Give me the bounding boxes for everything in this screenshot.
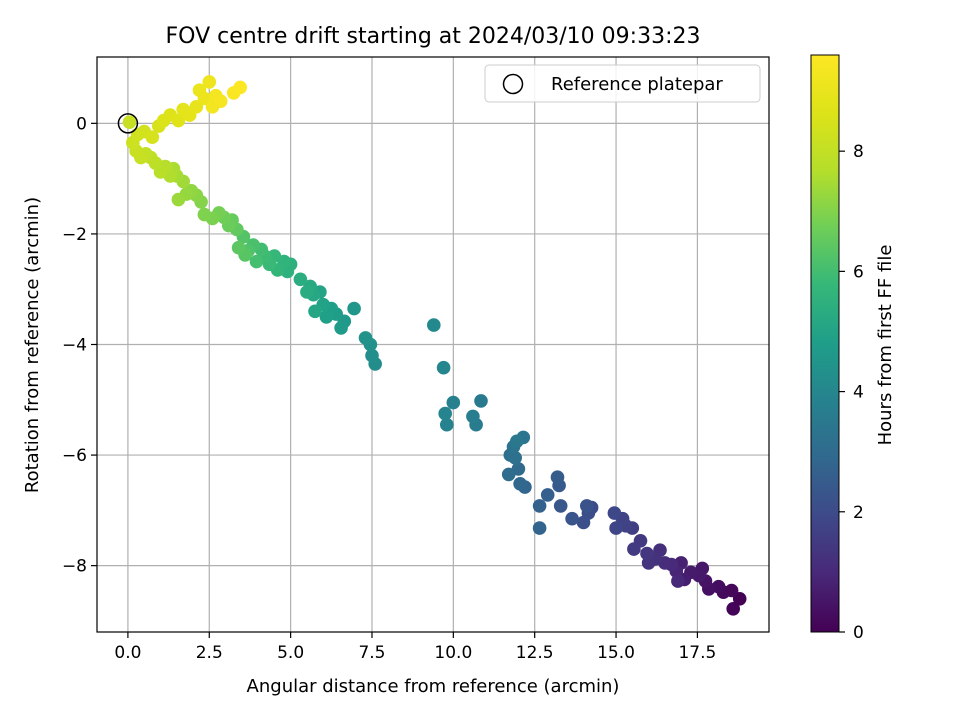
scatter-point — [438, 406, 453, 421]
scatter-point — [233, 80, 247, 95]
scatter-point — [319, 310, 334, 324]
scatter-point — [576, 515, 591, 530]
x-tick-label: 15.0 — [597, 643, 635, 663]
y-tick-label: −6 — [62, 446, 87, 466]
scatter-points — [122, 75, 747, 616]
plot-area: 0.0 2.5 5.0 7.5 10.0 12.5 15.0 17.5 0 −2 −4 −6 −8 — [62, 56, 770, 663]
scatter-point — [308, 304, 322, 319]
chart-title: FOV centre drift starting at 2024/03/10 … — [166, 24, 701, 49]
scatter-point — [565, 511, 579, 526]
scatter-point — [202, 75, 217, 89]
scatter-point — [540, 488, 555, 502]
scatter-point — [553, 499, 568, 513]
colorbar-tick-label: 8 — [853, 142, 864, 162]
x-tick-label: 2.5 — [196, 643, 223, 663]
scatter-point — [550, 470, 565, 485]
colorbar-tick-label: 6 — [853, 262, 864, 282]
legend-entry-reference-platepar: Reference platepar — [551, 74, 723, 95]
scatter-point — [334, 321, 348, 335]
scatter-point — [197, 207, 212, 222]
scatter-point — [145, 130, 160, 144]
scatter-point — [532, 499, 547, 513]
y-tick-label: −4 — [62, 336, 87, 356]
x-tick-label: 0.0 — [114, 643, 141, 663]
scatter-point — [249, 254, 264, 269]
scatter-point — [466, 409, 480, 424]
scatter-point — [358, 331, 373, 345]
legend-marker-icon — [502, 73, 524, 95]
scatter-point — [171, 113, 186, 128]
scatter-point — [640, 546, 654, 561]
x-tick-label: 10.0 — [434, 643, 472, 663]
x-tick-label: 12.5 — [516, 643, 554, 663]
scatter-point — [627, 542, 641, 556]
x-tick-label: 5.0 — [277, 643, 304, 663]
scatter-point — [513, 477, 527, 491]
scatter-point — [213, 94, 228, 108]
x-tick-label: 17.5 — [678, 643, 716, 663]
colorbar: 0 2 4 6 8 Hours from first FF file — [810, 54, 896, 643]
scatter-point — [474, 394, 488, 408]
y-tick-label: 0 — [76, 114, 87, 134]
scatter-point — [436, 360, 451, 375]
colorbar-tick-label: 0 — [853, 623, 864, 643]
grid-lines — [97, 57, 769, 632]
colorbar-gradient — [810, 54, 840, 633]
scatter-point — [293, 272, 308, 287]
scatter-point — [532, 521, 547, 535]
scatter-point — [347, 301, 361, 316]
scatter-point — [122, 115, 137, 129]
scatter-point — [580, 499, 594, 513]
reference-platepar-marker — [117, 113, 139, 134]
scatter-point — [726, 602, 740, 616]
colorbar-label: Hours from first FF file — [875, 245, 896, 446]
scatter-point — [508, 451, 522, 465]
scatter-point — [671, 574, 685, 588]
y-axis-label: Rotation from reference (arcmin) — [22, 197, 43, 493]
reference-marker-group — [117, 113, 139, 134]
scatter-point — [446, 395, 461, 410]
x-axis-ticks: 0.0 2.5 5.0 7.5 10.0 12.5 15.0 17.5 — [114, 632, 716, 663]
y-axis-ticks: 0 −2 −4 −6 −8 — [62, 114, 97, 577]
x-tick-label: 7.5 — [358, 643, 385, 663]
y-tick-label: −8 — [62, 557, 87, 577]
scatter-point — [171, 192, 186, 207]
legend-box — [484, 64, 761, 103]
colorbar-tick-label: 2 — [853, 503, 864, 523]
scatter-point — [365, 348, 379, 363]
x-axis-label: Angular distance from reference (arcmin) — [247, 676, 620, 697]
colorbar-tick-label: 4 — [853, 383, 864, 403]
scatter-point — [607, 506, 622, 520]
scatter-point — [300, 285, 314, 299]
scatter-point — [440, 417, 454, 432]
legend: Reference platepar — [484, 64, 761, 103]
scatter-point — [427, 318, 441, 332]
scatter-point — [231, 240, 246, 255]
y-tick-label: −2 — [62, 225, 87, 245]
scatter-point — [510, 434, 524, 449]
scatter-point — [609, 521, 623, 535]
scatter-point — [501, 467, 516, 482]
colorbar-ticks: 0 2 4 6 8 — [839, 142, 864, 643]
